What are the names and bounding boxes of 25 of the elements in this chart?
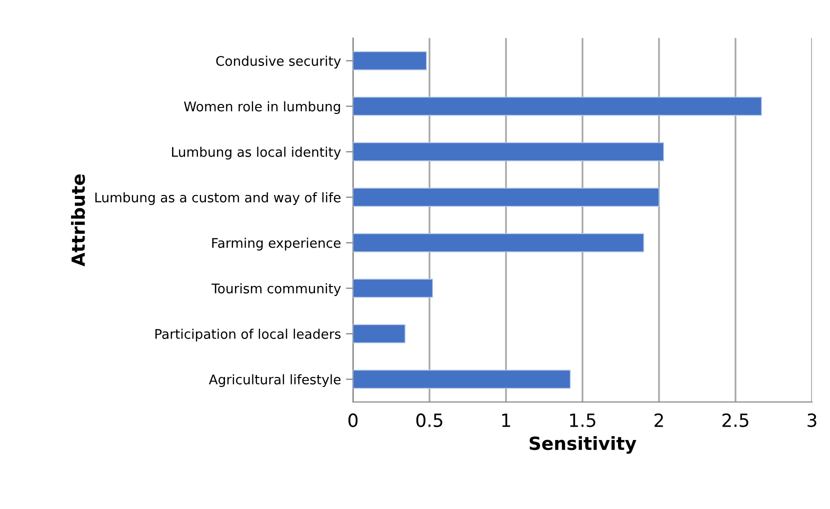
x-tick-label: 2 [654,413,663,427]
x-tick-label: 1.5 [570,414,596,428]
y-tick-label: Tourism community [211,283,341,296]
bar [353,324,406,344]
x-axis-title: Sensitivity [530,436,636,454]
y-tick-label: Lumbung as local identity [172,146,341,160]
y-tick-label: Participation of local leaders [155,328,341,342]
bar [353,278,433,298]
y-tick-label: Women role in lumbung [184,101,340,114]
x-tick-label: 0.5 [416,413,442,428]
y-tick-label: Lumbung as a custom and way of life [95,192,340,206]
y-tick-label: Agricultural lifestyle [208,374,340,388]
y-axis-title: Attribute [71,174,86,266]
x-tick-label: 0 [348,413,358,428]
bar [353,370,571,389]
x-tick-label: 3 [808,413,816,428]
x-tick-label: 2.5 [722,413,748,428]
bar [353,188,660,207]
bar [353,142,664,162]
bar [353,51,427,70]
y-tick-label: Condusive security [216,56,341,69]
bar [353,233,644,252]
bar [353,96,762,116]
x-tick-label: 1 [502,414,510,427]
y-tick-label: Farming experience [212,238,340,251]
